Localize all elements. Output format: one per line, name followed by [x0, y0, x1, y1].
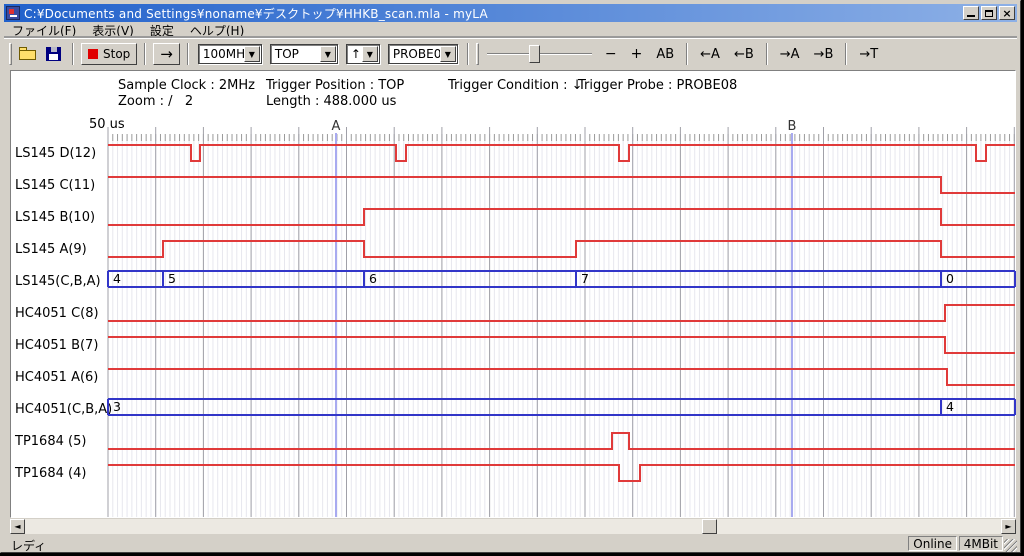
horizontal-scrollbar[interactable]: ◄ ►	[10, 519, 1016, 534]
scroll-left-button[interactable]: ◄	[10, 519, 25, 534]
scrollbar-thumb[interactable]	[702, 519, 717, 534]
maximize-icon	[985, 9, 993, 17]
waveform-trace	[108, 240, 1015, 258]
channel-label: LS145 D(12)	[15, 146, 96, 161]
bus-value: 5	[168, 271, 176, 286]
set-cursor-a-button[interactable]: ←A	[700, 46, 720, 62]
trigger-probe-select[interactable]: PROBE00 ▼	[387, 44, 458, 64]
toolbar-gripper[interactable]	[475, 43, 479, 65]
channel-label: LS145(C,B,A)	[15, 274, 101, 289]
length-info: Length : 488.000 us	[266, 94, 397, 109]
window-title: C:¥Documents and Settings¥noname¥デスクトップ¥…	[24, 6, 488, 21]
waveform-trace	[108, 144, 1015, 162]
goto-cursor-b-button[interactable]: →B	[813, 46, 834, 62]
minimize-icon	[967, 15, 975, 17]
channel-label: HC4051 C(8)	[15, 306, 99, 321]
app-icon	[6, 6, 20, 20]
chevron-down-icon[interactable]: ▼	[439, 46, 456, 62]
menu-bar: ファイル(F) 表示(V) 設定 ヘルプ(H)	[4, 22, 1017, 38]
menu-view[interactable]: 表示(V)	[92, 23, 134, 38]
toolbar-separator	[72, 43, 74, 65]
goto-trigger-button[interactable]: →T	[859, 46, 879, 62]
menu-help[interactable]: ヘルプ(H)	[189, 23, 245, 38]
toolbar-separator	[186, 43, 189, 65]
sample-clock-info: Sample Clock : 2MHz	[118, 78, 255, 93]
channel-label: LS145 C(11)	[15, 178, 95, 193]
cursor-label-a: A	[332, 119, 341, 134]
status-bar: レディ Online 4MBit	[4, 536, 1017, 553]
bus-value: 6	[369, 271, 377, 286]
bus-value: 3	[113, 399, 121, 414]
waveform-trace	[108, 208, 1015, 226]
toolbar-separator	[144, 43, 147, 65]
open-folder-icon	[19, 47, 27, 51]
chevron-down-icon[interactable]: ▼	[243, 46, 260, 62]
toolbar-gripper[interactable]	[9, 43, 12, 65]
save-file-button[interactable]	[44, 45, 64, 63]
zoom-in-button[interactable]: +	[630, 46, 643, 62]
toolbar-separator	[686, 43, 689, 65]
trigger-condition-info: Trigger Condition : ↓	[448, 78, 583, 93]
zoom-out-button[interactable]: −	[604, 46, 617, 62]
stop-icon	[88, 49, 98, 59]
resize-grip-icon[interactable]	[1004, 539, 1017, 552]
waveform-trace	[108, 304, 1015, 322]
open-file-button[interactable]	[18, 45, 38, 63]
close-icon: ×	[1002, 6, 1012, 20]
maximize-button[interactable]	[981, 6, 997, 20]
zoom-slider[interactable]	[486, 43, 592, 65]
ab-range-button[interactable]: AB	[656, 46, 675, 62]
title-bar[interactable]: C:¥Documents and Settings¥noname¥デスクトップ¥…	[4, 4, 1017, 22]
toolbar-separator	[466, 43, 469, 65]
waveform-trace	[108, 336, 1015, 354]
minimize-button[interactable]	[963, 6, 979, 20]
slider-handle[interactable]	[528, 45, 540, 63]
menu-settings[interactable]: 設定	[149, 23, 174, 38]
run-arrow-icon: →	[160, 45, 173, 63]
channel-label: HC4051 B(7)	[15, 338, 98, 353]
channel-label: TP1684 (5)	[14, 434, 86, 449]
sample-clock-select[interactable]: 100MHz ▼	[197, 44, 262, 64]
toolbar-separator	[765, 43, 768, 65]
trigger-edge-select[interactable]: ↑ ▼	[345, 44, 380, 64]
bus-value: 0	[946, 271, 954, 286]
menu-file[interactable]: ファイル(F)	[12, 23, 77, 38]
waveform-trace	[108, 176, 1015, 194]
channel-label: TP1684 (4)	[14, 466, 86, 481]
waveform-trace	[108, 432, 1015, 450]
scroll-right-button[interactable]: ►	[1001, 519, 1016, 534]
bus-value: 7	[581, 271, 589, 286]
cursor-label-b: B	[788, 119, 797, 134]
channel-label: HC4051 A(6)	[15, 370, 98, 385]
close-button[interactable]: ×	[999, 6, 1015, 20]
chevron-down-icon[interactable]: ▼	[319, 46, 336, 62]
waveform-area[interactable]: 50 us A B LS145 D(12) LS145 C(11) LS145 B(10)…	[1, 116, 1024, 518]
goto-cursor-a-button[interactable]: →A	[779, 46, 800, 62]
set-cursor-b-button[interactable]: ←B	[733, 46, 754, 62]
status-online-badge: Online	[908, 536, 957, 551]
trigger-position-info: Trigger Position : TOP	[266, 78, 405, 93]
bus-value: 4	[113, 271, 121, 286]
status-memory-badge: 4MBit	[958, 536, 1003, 551]
trigger-probe-info: Trigger Probe : PROBE08	[578, 78, 738, 93]
run-button[interactable]: →	[153, 43, 180, 65]
bus-value: 4	[946, 399, 954, 414]
zoom-info: Zoom : / 2	[118, 94, 194, 109]
stop-button[interactable]: Stop	[81, 43, 138, 65]
status-message: レディ	[11, 539, 47, 553]
waveform-trace	[108, 464, 1015, 482]
waveform-trace	[108, 368, 1015, 386]
toolbar-separator	[845, 43, 848, 65]
trigger-position-select[interactable]: TOP ▼	[269, 44, 338, 64]
chevron-down-icon[interactable]: ▼	[361, 46, 378, 62]
channel-label: LS145 A(9)	[15, 242, 87, 257]
toolbar: Stop → 100MHz ▼ TOP ▼ ↑ ▼ PROBE00 ▼ − + …	[4, 38, 1017, 69]
channel-label: LS145 B(10)	[15, 210, 95, 225]
channel-label: HC4051(C,B,A)	[15, 402, 112, 417]
timebase-label: 50 us	[89, 117, 125, 132]
